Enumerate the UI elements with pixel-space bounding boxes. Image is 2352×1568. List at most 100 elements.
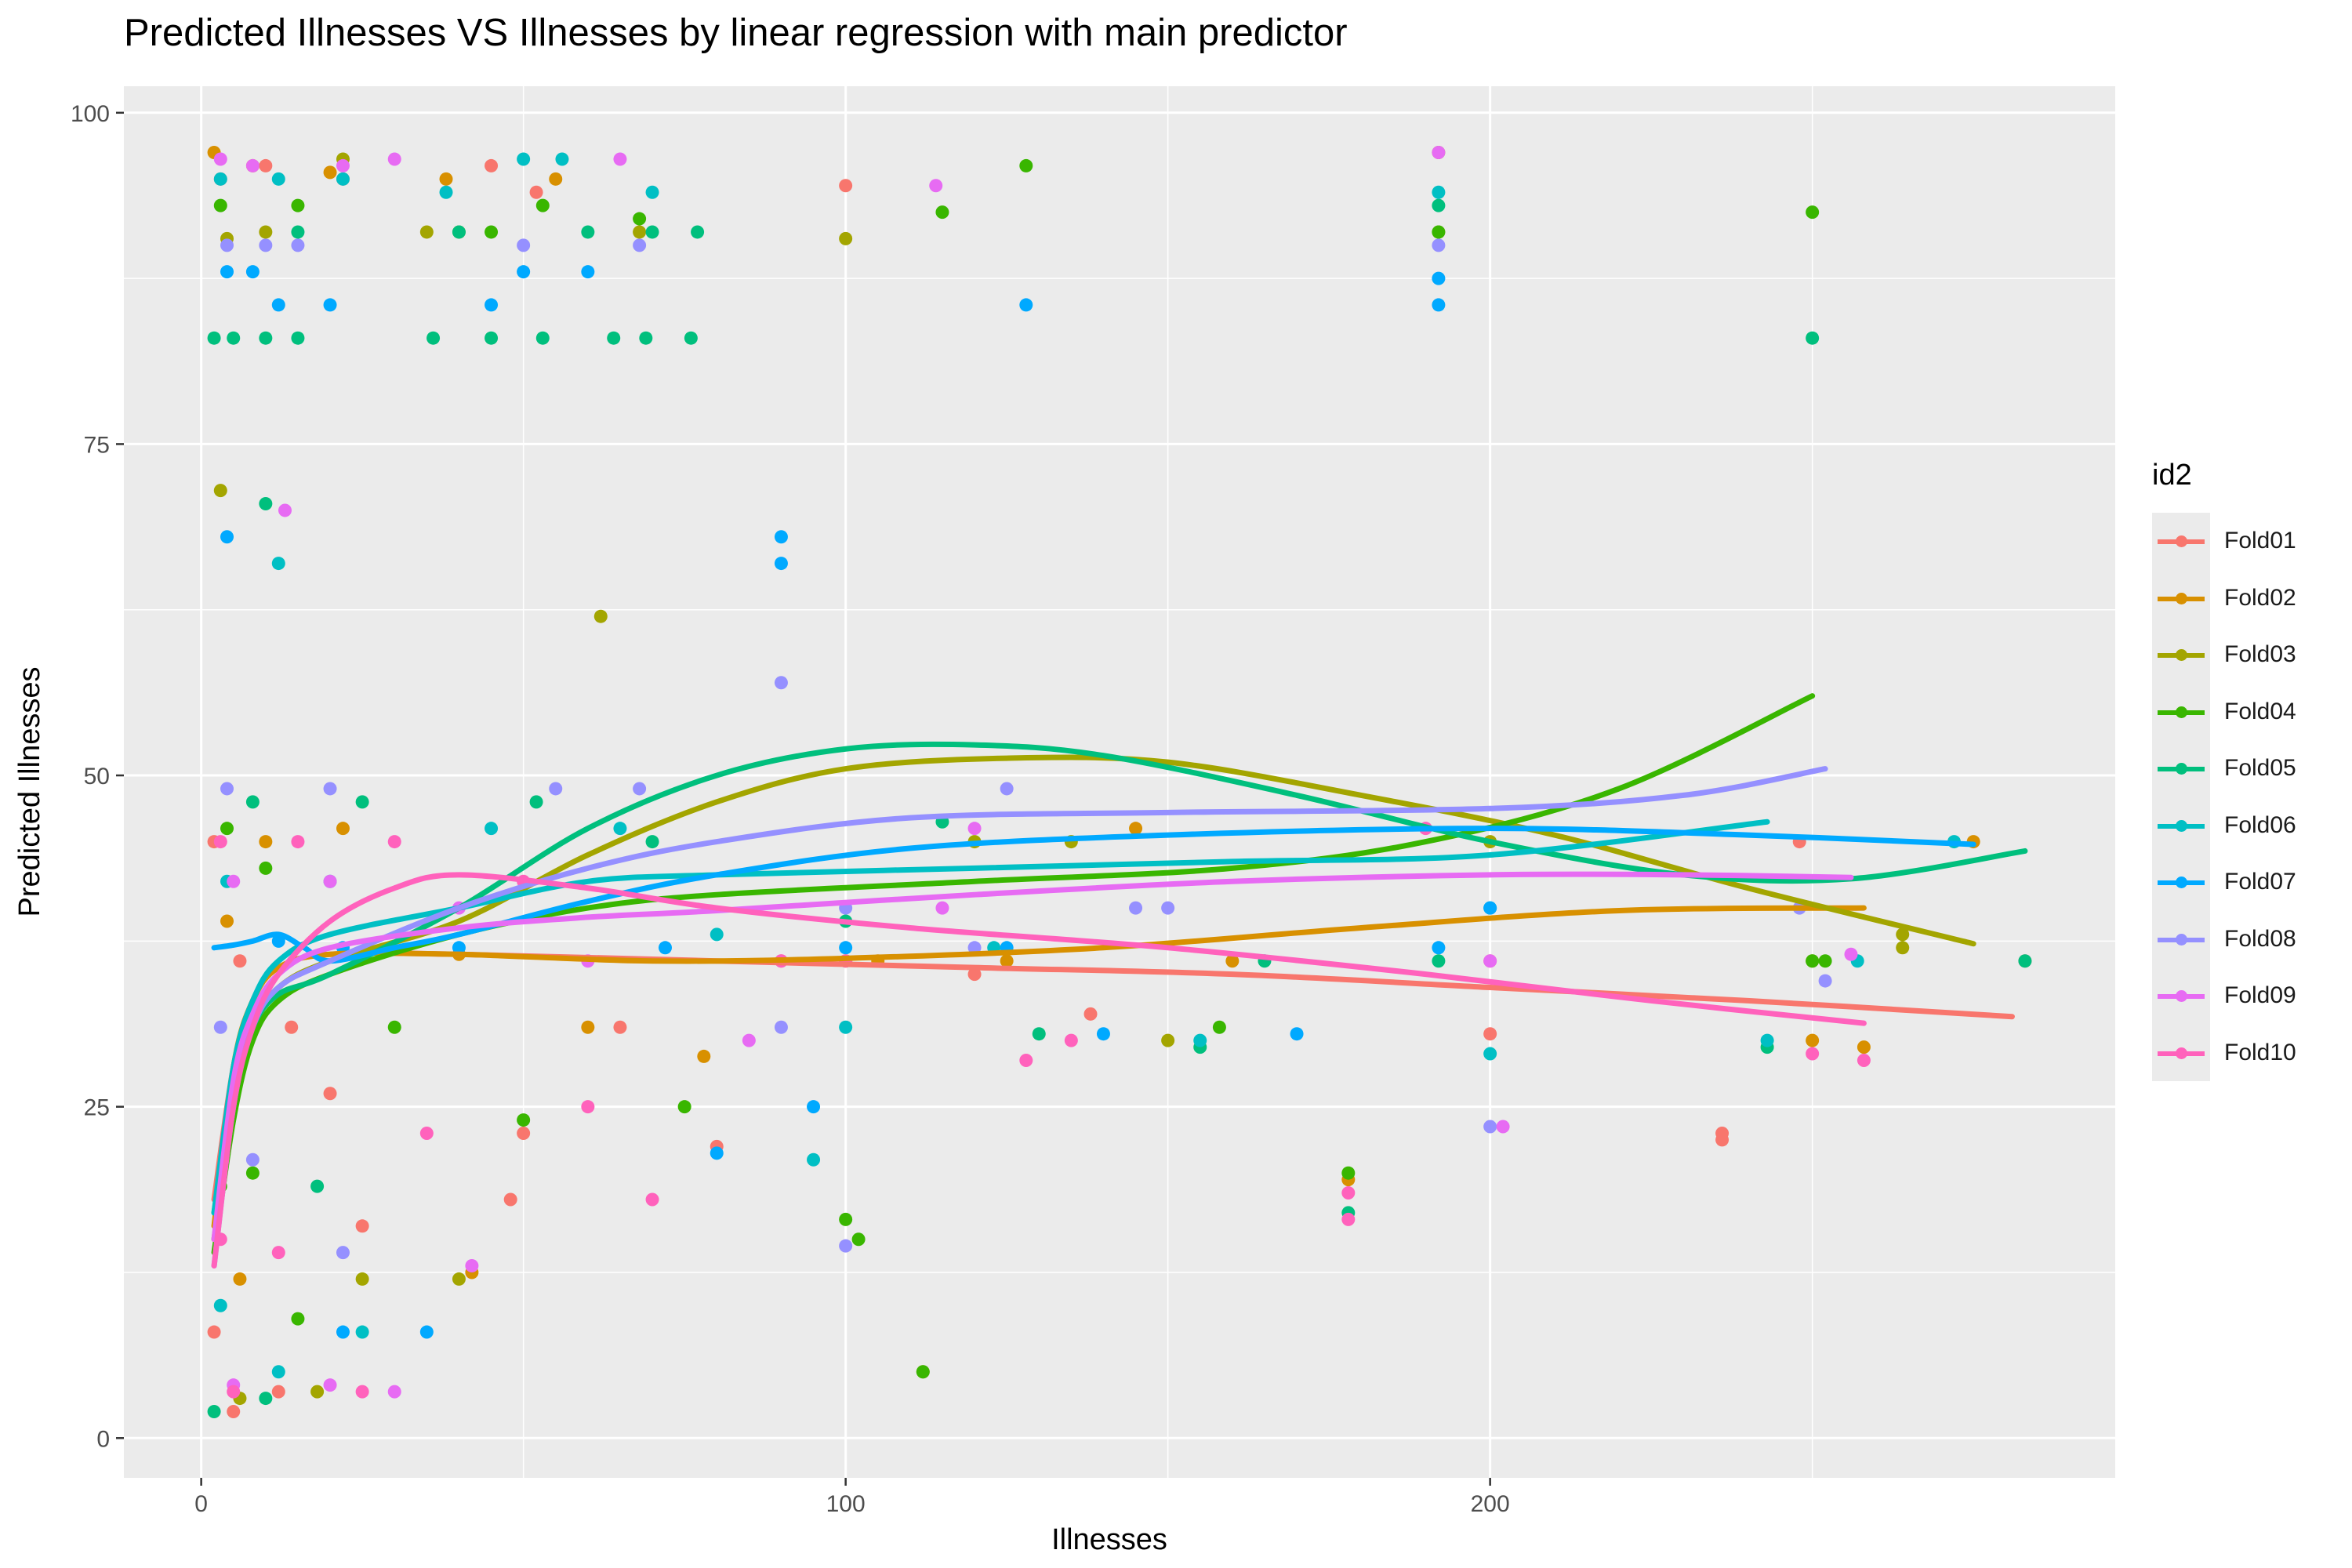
data-point-fold06 [555, 152, 569, 166]
data-point-fold04 [1341, 1166, 1356, 1180]
legend-entry-fold03: Fold03 [2152, 626, 2296, 684]
data-point-fold08 [1818, 974, 1832, 988]
legend-point-swatch [2176, 1047, 2187, 1059]
data-point-fold06 [613, 822, 627, 836]
data-point-fold09 [323, 1378, 337, 1392]
data-point-fold10 [419, 1126, 434, 1140]
data-point-fold02 [220, 914, 234, 928]
legend-label: Fold08 [2224, 925, 2296, 952]
data-point-fold02 [1000, 954, 1014, 968]
data-point-fold04 [291, 1312, 305, 1326]
data-point-fold07 [245, 265, 260, 279]
data-point-fold03 [593, 609, 608, 623]
data-point-fold08 [291, 238, 305, 252]
legend-entry-fold08: Fold08 [2152, 910, 2296, 967]
data-point-fold09 [1483, 954, 1497, 968]
data-point-fold08 [220, 238, 234, 252]
smooth-curves [211, 693, 2028, 1269]
legend-label: Fold07 [2224, 869, 2296, 895]
data-point-fold08 [839, 1239, 853, 1253]
data-point-fold06 [1483, 1047, 1497, 1061]
data-point-fold09 [336, 158, 350, 172]
legend-key [2152, 797, 2210, 854]
data-point-fold06 [1760, 1033, 1774, 1047]
data-point-fold06 [213, 172, 227, 186]
data-point-fold07 [1432, 298, 1446, 312]
data-point-fold09 [387, 152, 401, 166]
y-tick-label: 25 [84, 1095, 110, 1121]
plot-panel [124, 86, 2115, 1478]
data-point-fold07 [658, 941, 672, 955]
minor-gridlines [124, 86, 2115, 1478]
data-point-fold02 [549, 172, 563, 186]
data-point-fold08 [774, 1020, 788, 1034]
data-point-fold03 [452, 1272, 466, 1286]
data-point-fold07 [581, 265, 595, 279]
data-point-fold03 [1896, 927, 1910, 942]
data-point-fold04 [851, 1232, 866, 1247]
data-point-fold04 [245, 1166, 260, 1180]
data-point-fold06 [439, 185, 453, 199]
legend-entry-fold02: Fold02 [2152, 569, 2296, 626]
data-point-fold03 [213, 484, 227, 498]
data-point-fold08 [517, 238, 531, 252]
data-point-fold02 [1225, 954, 1240, 968]
data-point-fold10 [1019, 1054, 1033, 1067]
legend-label: Fold01 [2224, 528, 2296, 554]
data-point-fold08 [633, 782, 647, 796]
data-point-fold01 [517, 1126, 531, 1140]
data-point-fold06 [271, 1365, 285, 1379]
legend-entry-fold07: Fold07 [2152, 854, 2296, 911]
data-point-fold05 [245, 795, 260, 809]
data-point-fold02 [697, 1049, 711, 1063]
data-point-fold01 [227, 1404, 241, 1418]
legend-point-swatch [2176, 990, 2187, 1002]
smooth-curve-fold07 [211, 826, 1976, 964]
legend-key [2152, 740, 2210, 797]
data-point-fold07 [774, 557, 788, 571]
data-point-fold06 [807, 1152, 821, 1167]
data-point-fold08 [213, 1020, 227, 1034]
data-point-fold09 [1432, 146, 1446, 160]
data-point-fold03 [839, 231, 853, 245]
data-point-fold06 [336, 172, 350, 186]
data-point-fold08 [1483, 1120, 1497, 1134]
data-point-fold04 [213, 198, 227, 212]
legend-key [2152, 854, 2210, 911]
data-point-fold04 [1806, 954, 1820, 968]
data-point-fold07 [1290, 1027, 1304, 1041]
y-tick-label: 0 [96, 1426, 110, 1452]
legend-label: Fold06 [2224, 811, 2296, 838]
data-point-fold10 [1857, 1054, 1871, 1067]
legend-key [2152, 626, 2210, 684]
data-point-fold09 [1496, 1120, 1510, 1134]
data-point-fold07 [1019, 298, 1033, 312]
data-point-fold10 [581, 1100, 595, 1114]
data-point-fold07 [807, 1100, 821, 1114]
data-point-fold07 [336, 1325, 350, 1339]
data-point-fold04 [1019, 158, 1033, 172]
data-point-fold08 [336, 1246, 350, 1260]
data-point-fold09 [387, 1385, 401, 1399]
data-point-fold01 [1483, 1027, 1497, 1041]
data-point-fold01 [207, 1325, 221, 1339]
legend: id2 Fold01 Fold02 Fold03 Fold04 Fold05 Fold06… [2152, 459, 2296, 1081]
data-point-fold06 [213, 1298, 227, 1312]
legend-label: Fold09 [2224, 982, 2296, 1009]
data-point-fold08 [245, 1152, 260, 1167]
data-point-fold05 [207, 331, 221, 345]
legend-point-swatch [2176, 649, 2187, 661]
data-point-fold05 [1432, 954, 1446, 968]
data-point-fold03 [259, 225, 273, 239]
data-point-fold01 [323, 1087, 337, 1101]
data-point-fold06 [271, 557, 285, 571]
data-point-fold07 [419, 1325, 434, 1339]
data-point-fold01 [503, 1192, 517, 1207]
legend-label: Fold05 [2224, 755, 2296, 782]
data-point-fold02 [1806, 1033, 1820, 1047]
data-point-fold08 [1129, 901, 1143, 915]
data-point-fold07 [517, 265, 531, 279]
data-point-fold06 [517, 152, 531, 166]
scatter-points [207, 146, 2032, 1418]
